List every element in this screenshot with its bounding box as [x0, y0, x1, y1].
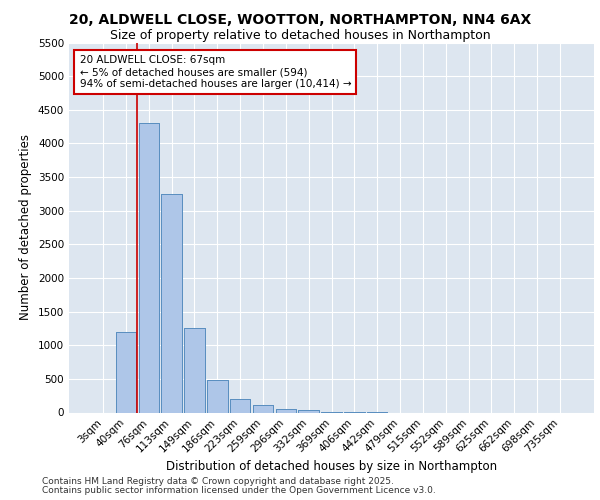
Bar	[207, 380, 227, 412]
Text: Contains HM Land Registry data © Crown copyright and database right 2025.: Contains HM Land Registry data © Crown c…	[42, 477, 394, 486]
Bar	[275, 409, 296, 412]
Text: 20, ALDWELL CLOSE, WOOTTON, NORTHAMPTON, NN4 6AX: 20, ALDWELL CLOSE, WOOTTON, NORTHAMPTON,…	[69, 12, 531, 26]
Bar	[230, 399, 250, 412]
Bar	[298, 410, 319, 412]
Bar	[139, 123, 159, 412]
Text: Size of property relative to detached houses in Northampton: Size of property relative to detached ho…	[110, 29, 490, 42]
Bar	[116, 332, 136, 412]
Bar	[253, 405, 273, 412]
Bar	[230, 399, 250, 412]
X-axis label: Distribution of detached houses by size in Northampton: Distribution of detached houses by size …	[166, 460, 497, 473]
Text: 20 ALDWELL CLOSE: 67sqm
← 5% of detached houses are smaller (594)
94% of semi-de: 20 ALDWELL CLOSE: 67sqm ← 5% of detached…	[79, 56, 351, 88]
Bar	[161, 194, 182, 412]
Bar	[116, 332, 136, 412]
Bar	[139, 123, 159, 412]
Bar	[298, 410, 319, 412]
Bar	[253, 405, 273, 412]
Bar	[184, 328, 205, 412]
Bar	[207, 380, 227, 412]
Y-axis label: Number of detached properties: Number of detached properties	[19, 134, 32, 320]
Bar	[275, 409, 296, 412]
Bar	[184, 328, 205, 412]
Text: Contains public sector information licensed under the Open Government Licence v3: Contains public sector information licen…	[42, 486, 436, 495]
Bar	[161, 194, 182, 412]
